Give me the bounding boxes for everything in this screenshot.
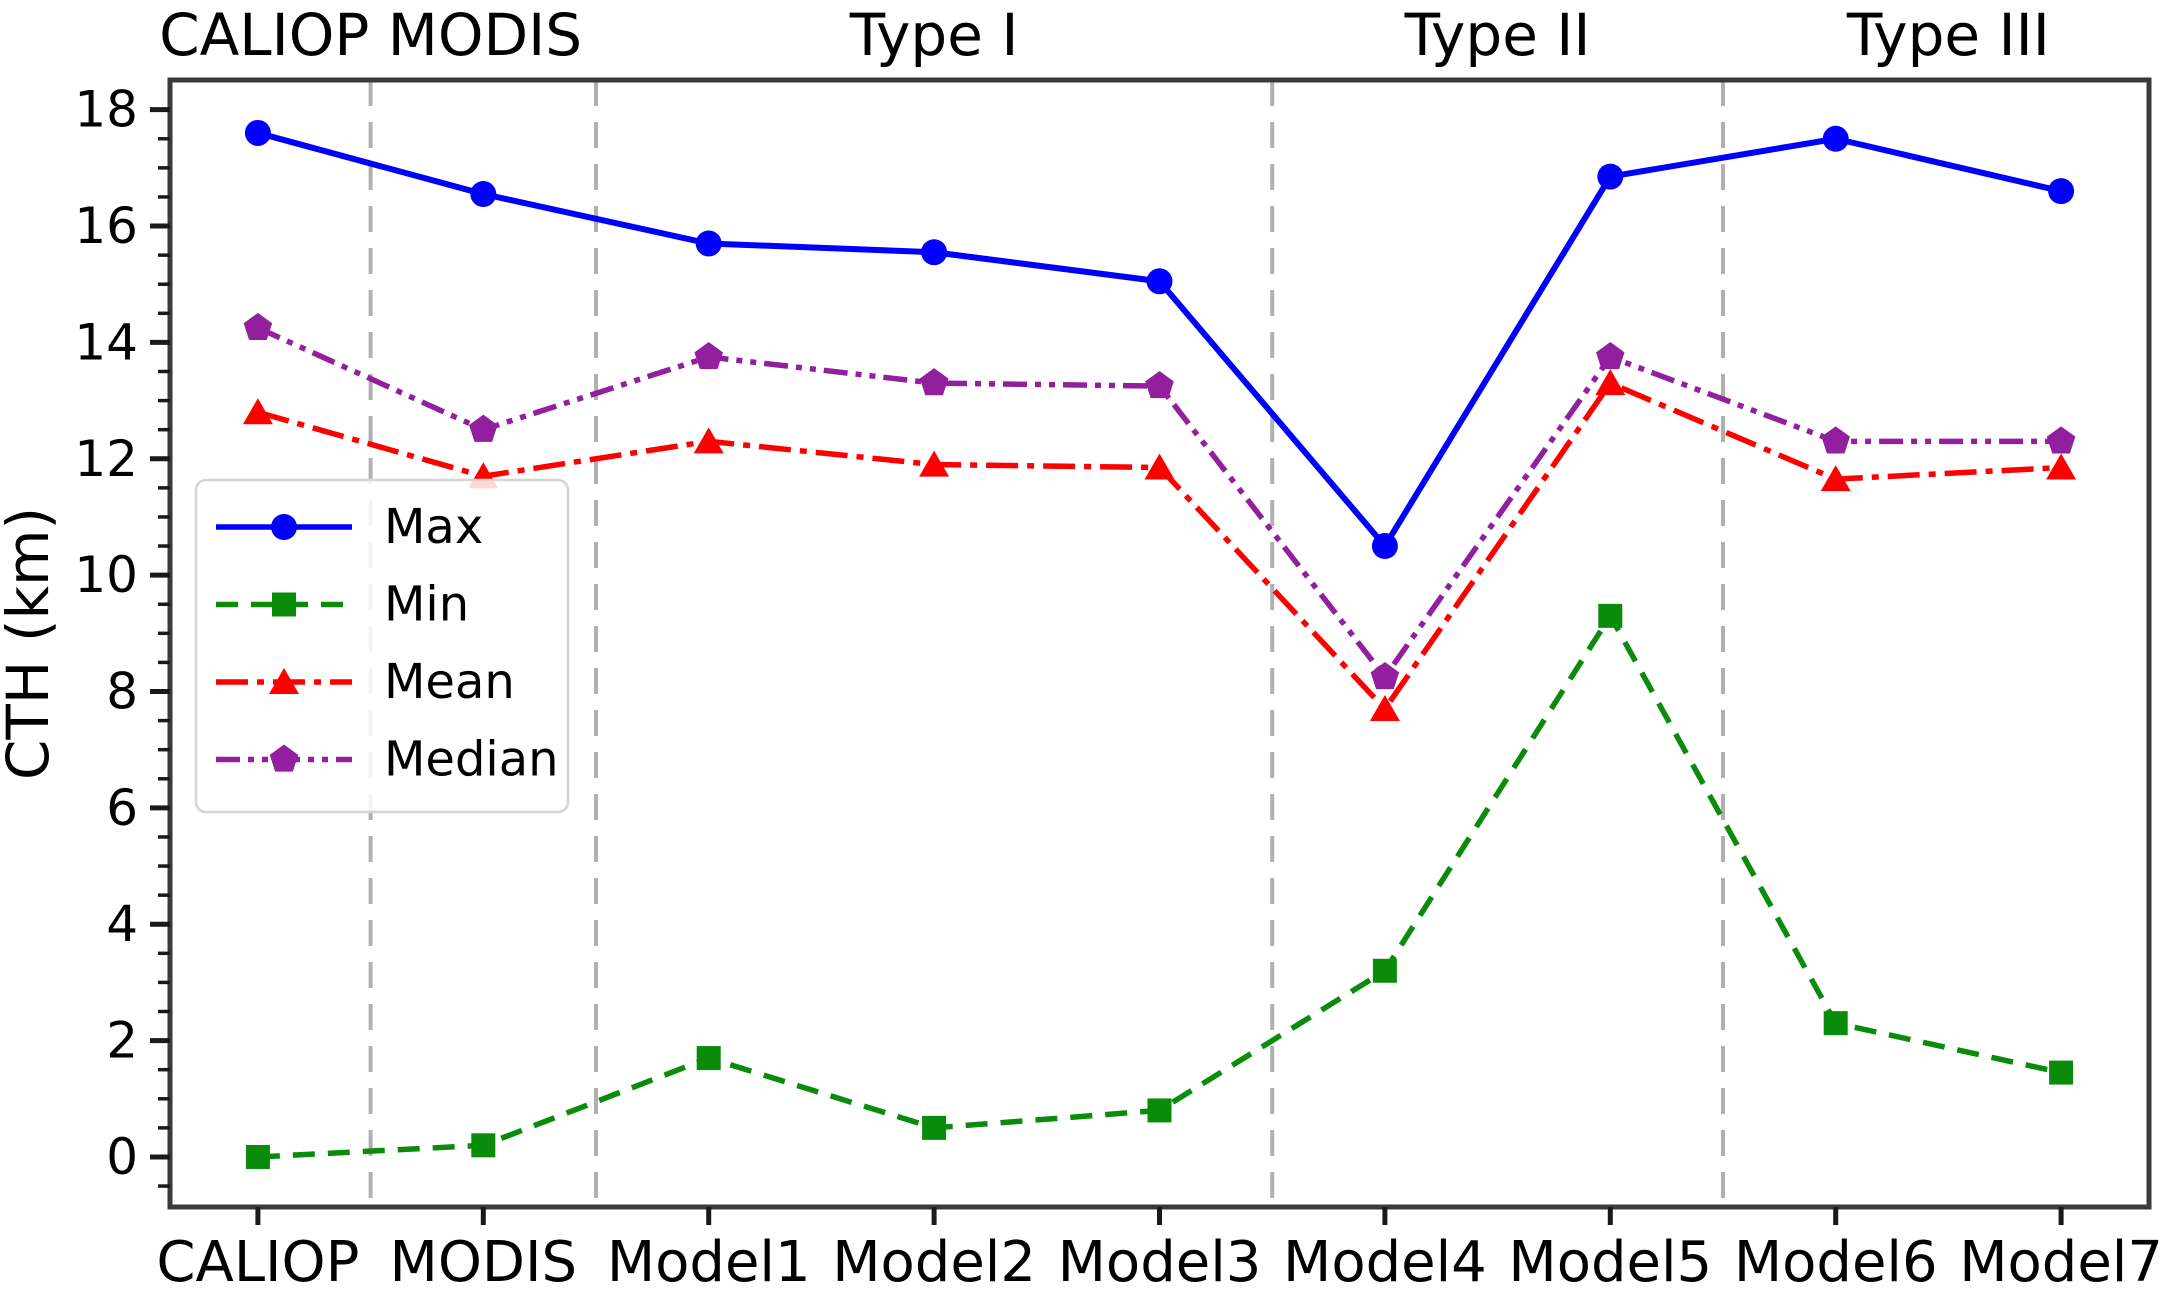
x-tick-label: Model6 [1734, 1230, 1938, 1295]
legend-row-max: Max [216, 499, 483, 555]
series-min-marker [471, 1133, 496, 1158]
series-max-marker [921, 239, 948, 266]
series-median-marker [469, 414, 498, 442]
y-tick-label: 18 [74, 81, 138, 139]
series-mean-marker [693, 427, 724, 454]
series-median-marker [1821, 426, 1850, 454]
x-tick-label: MODIS [390, 1230, 578, 1295]
series-median [243, 312, 2076, 690]
x-tick-label: CALIOP [156, 1230, 359, 1295]
series-median-marker [1596, 341, 1625, 370]
series-mean-marker [2046, 453, 2077, 480]
series-max-marker [1371, 533, 1398, 560]
legend-label: Mean [384, 654, 515, 710]
series-mean-marker [242, 398, 273, 425]
y-tick-label: 16 [74, 197, 138, 255]
x-tick-label: Model4 [1283, 1230, 1487, 1295]
y-tick-label: 4 [106, 895, 138, 953]
y-tick-label: 2 [106, 1012, 138, 1070]
group-title: Type I [849, 1, 1019, 69]
legend-min-marker [272, 592, 296, 617]
series-mean-marker [1595, 369, 1626, 396]
group-separator-lines [368, 80, 1725, 1207]
series-median-marker [1370, 661, 1400, 690]
y-tick-label: 8 [106, 663, 138, 721]
series-median-marker [243, 312, 273, 340]
legend-row-min: Min [216, 577, 469, 633]
legend-row-mean: Mean [216, 654, 515, 710]
legend-mean-marker [269, 668, 299, 694]
series-min-marker [922, 1115, 947, 1140]
series-max-marker [1597, 163, 1624, 190]
legend-median-marker [269, 744, 299, 772]
legend-max-marker [271, 514, 297, 540]
series-max-marker [1822, 125, 1849, 152]
series-min-marker [245, 1144, 270, 1169]
legend-row-median: Median [216, 732, 559, 788]
group-title: CALIOP MODIS [159, 1, 582, 69]
series-min-marker [1147, 1098, 1172, 1123]
series-min-marker [1372, 958, 1397, 983]
series-mean-marker [1144, 453, 1175, 480]
series-max-marker [244, 119, 271, 146]
series-max-marker [695, 230, 722, 257]
x-tick-label: Model2 [832, 1230, 1036, 1295]
series-max-marker [1146, 268, 1173, 295]
series-median-marker [1145, 371, 1174, 399]
y-axis-label: CTH (km) [0, 507, 62, 780]
group-title: Type II [1404, 1, 1591, 69]
series-mean-marker [1369, 694, 1400, 721]
series-median-marker [2046, 426, 2076, 454]
y-tick-label: 0 [106, 1128, 138, 1186]
series-min-marker [696, 1046, 721, 1071]
y-tick-label: 10 [74, 546, 138, 604]
data-series [242, 119, 2077, 1169]
series-median-marker [694, 341, 723, 370]
series-min-marker [1823, 1011, 1848, 1036]
x-tick-label: Model5 [1508, 1230, 1712, 1295]
x-tick-label: Model3 [1058, 1230, 1262, 1295]
series-median-marker [919, 368, 949, 396]
y-tick-label: 6 [106, 779, 138, 837]
legend-label: Max [384, 499, 483, 555]
series-max-marker [2048, 178, 2075, 205]
series-max [244, 119, 2075, 560]
x-tick-label: Model1 [607, 1230, 811, 1295]
series-min [245, 603, 2074, 1169]
series-min-marker [2049, 1060, 2074, 1085]
series-max-marker [470, 181, 497, 208]
series-mean-marker [919, 450, 950, 477]
legend-label: Min [384, 577, 469, 633]
axes: 0 2 4 6 8 10 12 14 16 18 CALIOP MODIS Model1 Model2 Mo… [0, 77, 2163, 1295]
group-titles: CALIOP MODIS Type I Type II Type III [159, 1, 2050, 69]
y-tick-label: 12 [74, 430, 138, 488]
y-tick-label: 14 [74, 313, 138, 371]
x-tick-label: Model7 [1959, 1230, 2163, 1295]
series-mean-marker [1820, 465, 1851, 492]
legend: Max Min Mean Median [194, 478, 570, 814]
series-min-marker [1598, 603, 1623, 628]
legend-label: Median [384, 732, 559, 788]
legend-box [194, 478, 570, 814]
group-title: Type III [1846, 1, 2050, 69]
